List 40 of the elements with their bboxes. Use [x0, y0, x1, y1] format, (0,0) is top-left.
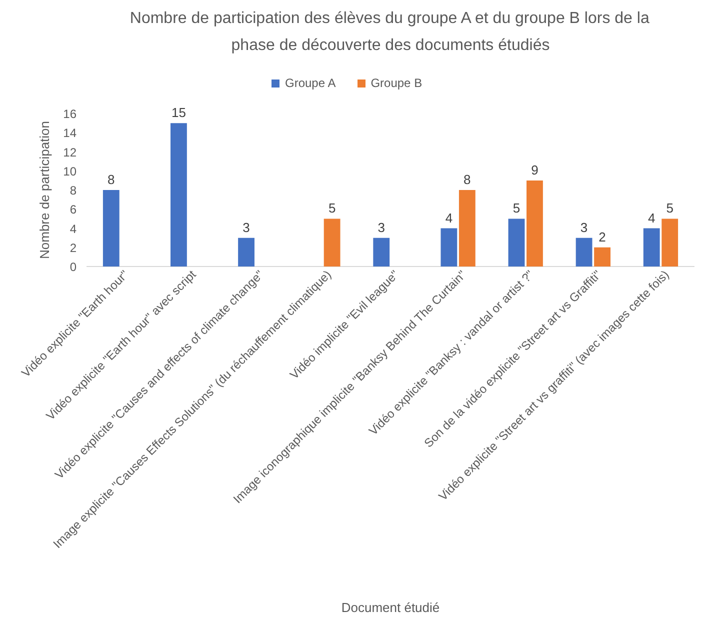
data-label: 5 — [512, 200, 520, 216]
data-label: 5 — [328, 200, 336, 216]
bar — [102, 190, 120, 266]
y-tick-label: 4 — [70, 222, 77, 236]
bar — [643, 228, 660, 266]
legend-label: Groupe A — [285, 76, 336, 90]
data-label: 4 — [648, 210, 656, 226]
y-tick-label: 2 — [70, 240, 77, 255]
bar — [170, 123, 187, 266]
y-tick-label: 14 — [63, 126, 77, 140]
y-tick-label: 16 — [63, 107, 77, 121]
data-label: 3 — [580, 220, 588, 235]
data-label: 8 — [108, 172, 115, 187]
data-label: 15 — [171, 105, 186, 120]
y-axis-title: Nombre de participation — [37, 120, 52, 260]
bar — [373, 238, 390, 266]
y-tick-label: 6 — [70, 202, 77, 217]
x-axis-title: Document étudié — [341, 600, 440, 615]
bar — [594, 247, 610, 266]
data-label: 9 — [531, 162, 538, 178]
data-label: 3 — [378, 220, 385, 235]
bar — [662, 218, 678, 266]
y-tick-label: 8 — [70, 184, 77, 198]
chart-title: Nombre de participation des élèves du groupe A et du groupe B lors de la phase de découverte des documents étudiés — [130, 10, 650, 54]
bar — [576, 238, 592, 266]
y-tick-label: 10 — [63, 164, 77, 178]
y-tick-label: 0 — [70, 260, 77, 274]
bar — [440, 228, 458, 266]
data-label: 8 — [464, 172, 471, 187]
data-label: 2 — [598, 229, 606, 244]
data-label: 4 — [445, 210, 453, 226]
data-label: 3 — [242, 220, 250, 235]
bar — [508, 218, 525, 266]
data-label: 5 — [666, 200, 674, 216]
y-tick-label: 12 — [63, 145, 77, 160]
bar — [324, 218, 340, 266]
bar — [238, 238, 254, 266]
bar — [458, 190, 476, 266]
legend-label: Groupe B — [370, 76, 422, 90]
bar — [526, 180, 543, 266]
